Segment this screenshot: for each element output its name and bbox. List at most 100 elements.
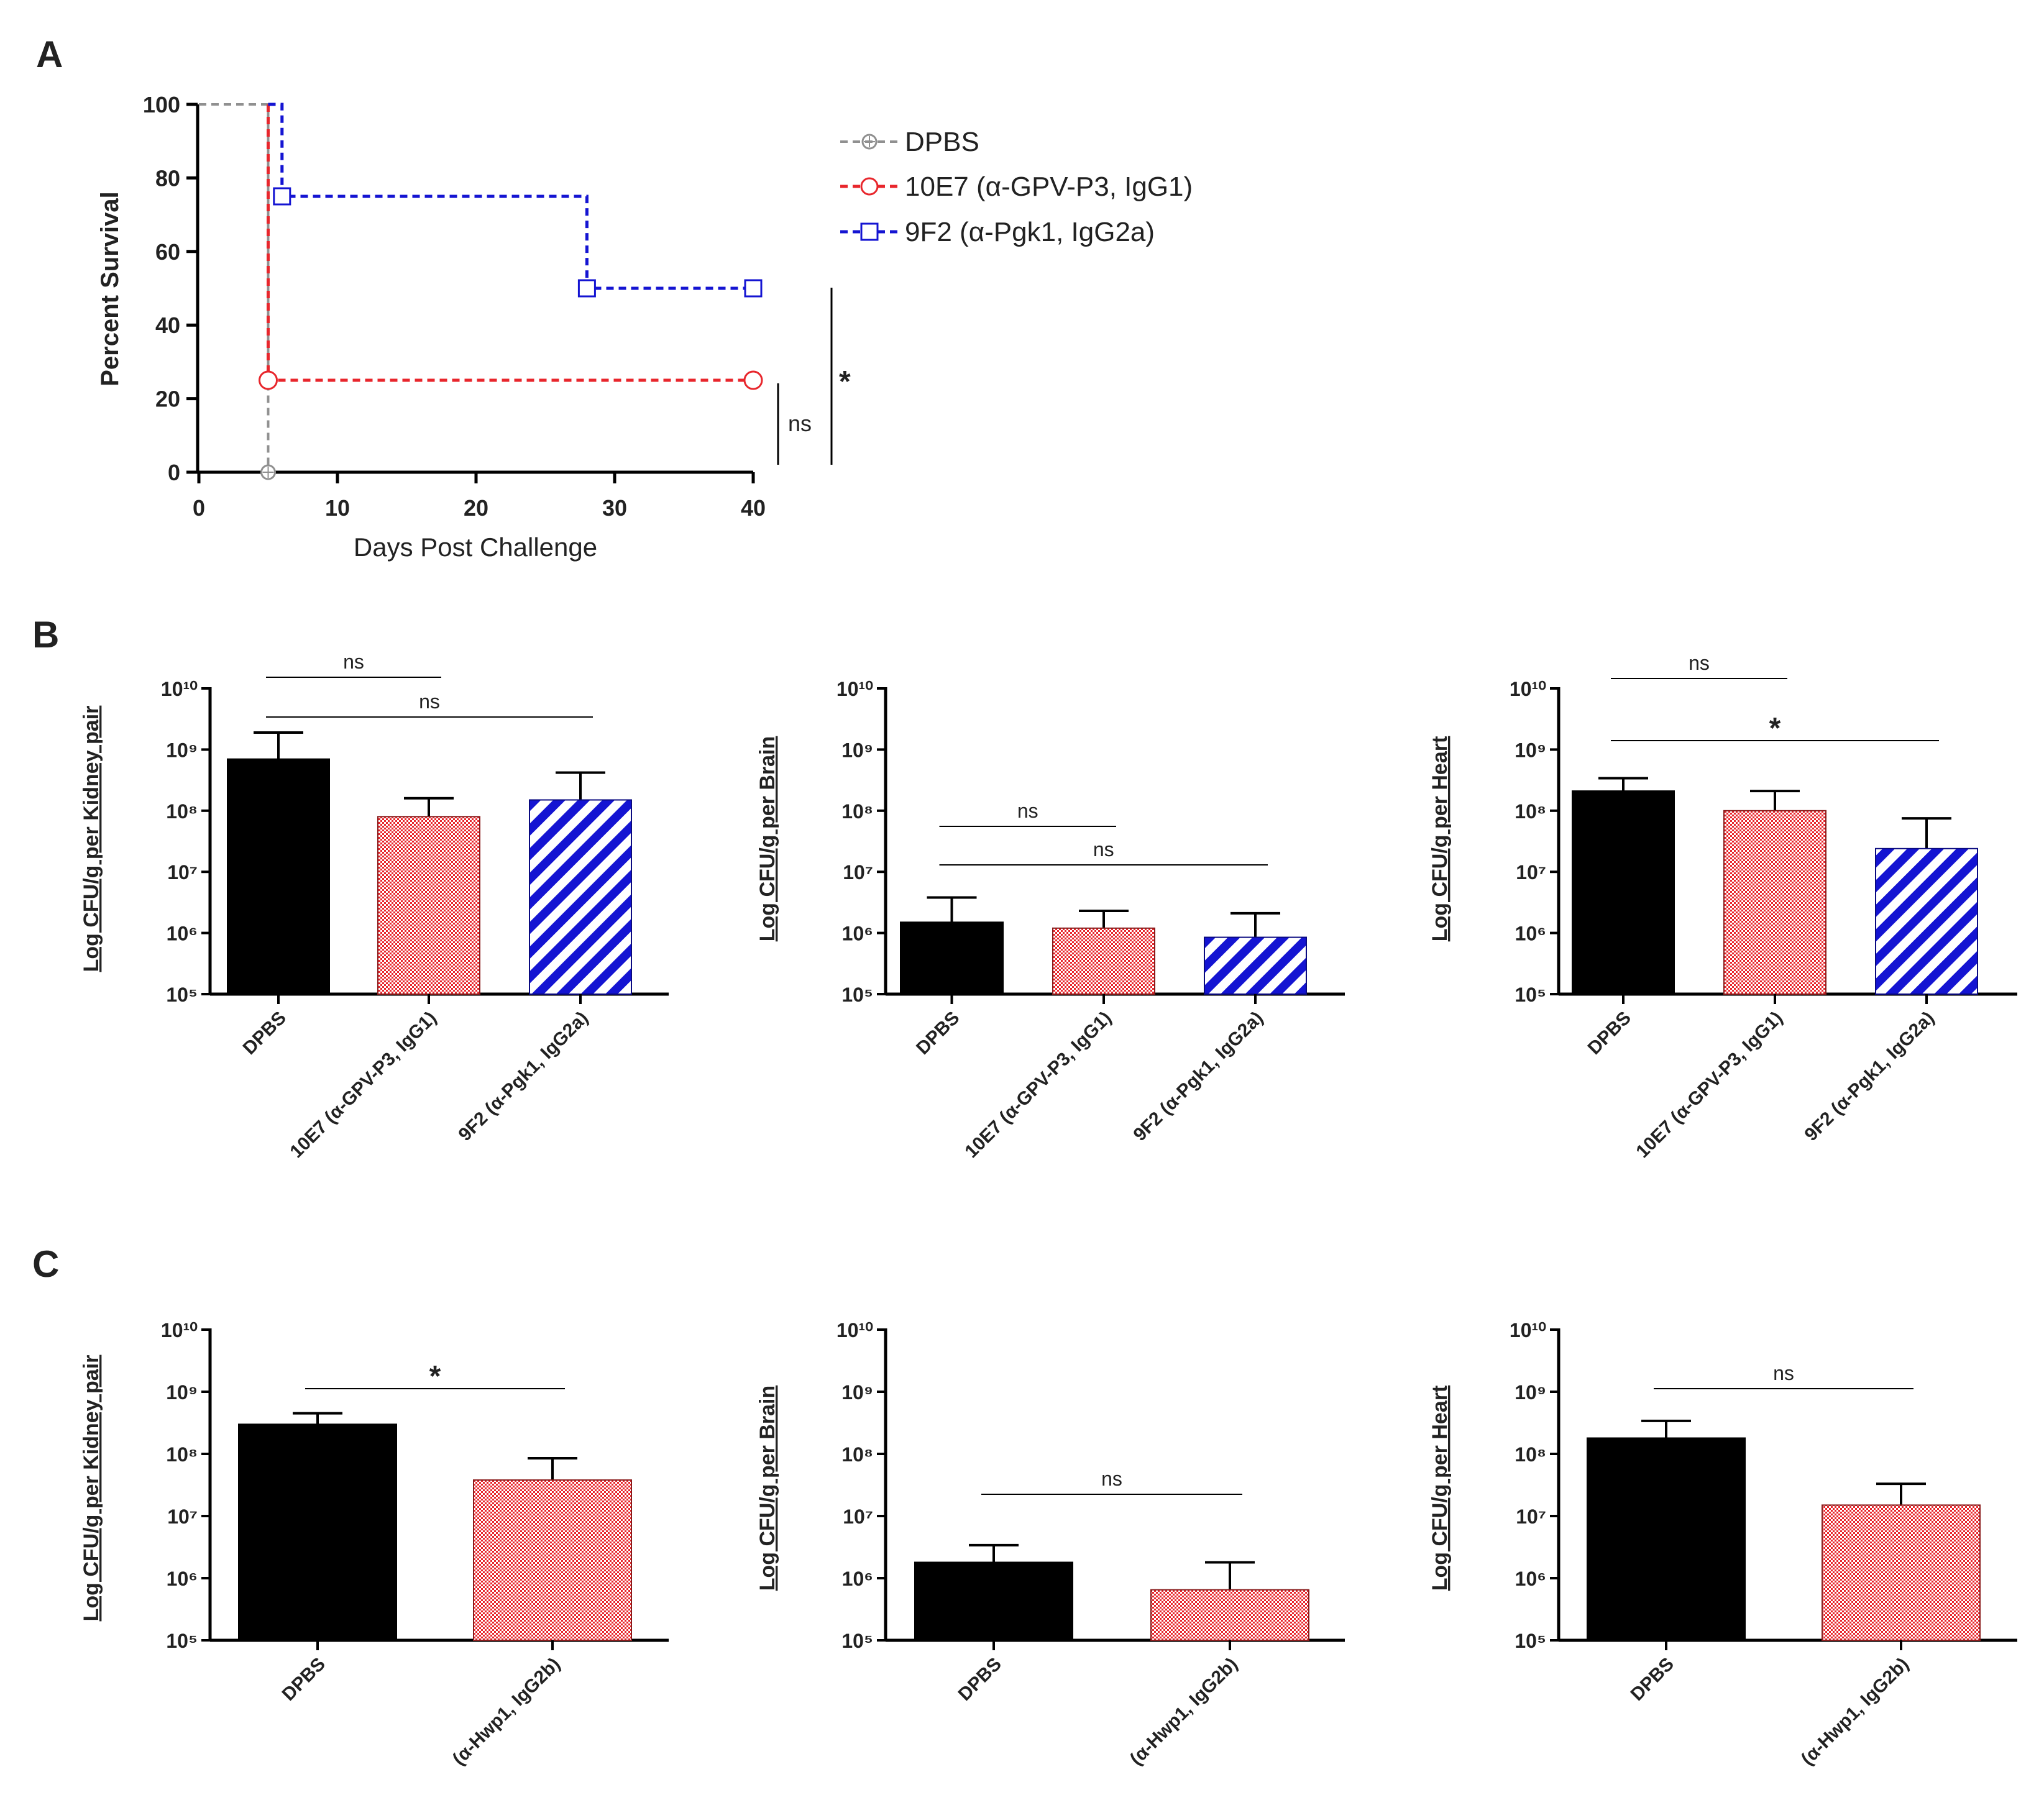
bar-0: [1587, 1437, 1746, 1641]
y-tick-label: 10⁵: [166, 1630, 198, 1652]
bar-1: [1150, 1589, 1309, 1642]
y-tick-label: 10¹⁰: [836, 1319, 873, 1341]
y-tick-label: 20: [155, 386, 180, 412]
legend: DPBS 10E7 (α-GPV-P3, IgG1) 9F2 (α-Pgk1, …: [840, 127, 1193, 247]
y-tick-label: 10⁸: [841, 800, 873, 823]
category-label: DPBS: [1584, 1008, 1635, 1059]
bar-2: [1875, 847, 1978, 995]
y-tick-label: 10⁵: [841, 984, 873, 1006]
data-point: [259, 370, 278, 390]
y-tick-label: 10⁸: [1515, 800, 1546, 823]
y-tick-label: 10⁶: [167, 1568, 198, 1590]
y-tick-label: 10⁶: [1515, 1568, 1546, 1590]
y-tick-label: 10⁸: [166, 1443, 198, 1466]
y-tick-label: 0: [168, 460, 180, 485]
x-tick-label: 20: [464, 495, 488, 521]
y-tick-label: 10⁷: [843, 861, 873, 884]
c3-y-label: Log CFU/g per Heart: [1428, 1386, 1452, 1591]
series-line-0: [199, 103, 270, 472]
bar-chart-c1: 10⁵ 10⁶ 10⁷ 10⁸ 10⁹ 10¹⁰ DPBS (α-Hwp1, IgG2b) *: [161, 1319, 669, 1770]
c2-y-label: Log CFU/g per Brain: [756, 1386, 779, 1591]
x-tick-label: 0: [193, 495, 205, 521]
bar-0: [238, 1423, 397, 1641]
y-tick-label: 10⁹: [841, 1381, 873, 1404]
y-tick-label: 10⁹: [166, 739, 198, 761]
y-tick-label: 10⁹: [1515, 1381, 1546, 1404]
bar-2: [1204, 936, 1307, 995]
x-tick-label: 10: [325, 495, 350, 521]
y-tick-label: 80: [155, 165, 180, 191]
legend-label-10e7: 10E7 (α-GPV-P3, IgG1): [905, 171, 1193, 202]
comparison-label: ns: [1017, 800, 1038, 822]
category-label: DPBS: [912, 1008, 963, 1059]
series-line-1: [267, 104, 753, 382]
category-label: 9F2 (α-Pgk1, IgG2a): [1800, 1008, 1938, 1145]
y-tick-label: 10⁵: [1515, 1630, 1546, 1652]
y-tick-label: 10⁶: [167, 923, 198, 945]
y-tick-label: 10⁷: [1516, 1505, 1546, 1528]
bar-0: [914, 1561, 1073, 1641]
bar-1: [1822, 1504, 1981, 1641]
star-label: *: [839, 365, 851, 398]
bar-0: [1572, 790, 1675, 995]
y-tick-label: 100: [143, 92, 180, 117]
comparison-label: ns: [419, 690, 440, 713]
y-tick-label: 60: [155, 239, 180, 265]
y-axis-label: Percent Survival: [96, 191, 124, 386]
bar-1: [1052, 927, 1155, 995]
category-label: DPBS: [239, 1008, 290, 1059]
b3-y-label: Log CFU/g per Heart: [1428, 736, 1452, 942]
category-label: DPBS: [955, 1654, 1006, 1705]
category-label: DPBS: [1627, 1654, 1678, 1705]
y-tick-label: 10⁵: [166, 984, 198, 1006]
y-tick-label: 10⁷: [167, 1505, 198, 1528]
data-point: [744, 279, 763, 298]
y-tick-label: 10⁶: [842, 923, 873, 945]
y-tick-label: 10⁶: [842, 1568, 873, 1590]
legend-item-9f2: 9F2 (α-Pgk1, IgG2a): [840, 217, 1155, 247]
data-point: [577, 279, 596, 298]
y-tick-label: 10⁹: [166, 1381, 198, 1404]
panel-label-b: B: [32, 614, 59, 655]
y-tick-label: 10¹⁰: [1510, 678, 1546, 700]
y-tick-label: 10⁷: [167, 861, 198, 884]
bar-chart-c2: 10⁵ 10⁶ 10⁷ 10⁸ 10⁹ 10¹⁰ DPBS (α-Hwp1, IgG2b) ns: [836, 1319, 1345, 1770]
legend-label-9f2: 9F2 (α-Pgk1, IgG2a): [905, 217, 1155, 247]
category-label: (α-Hwp1, IgG2b): [1126, 1654, 1242, 1770]
comparison-label: ns: [1689, 652, 1710, 674]
ns-label: ns: [788, 411, 812, 436]
comparison-label: ns: [343, 651, 364, 673]
series-line-2: [268, 103, 753, 290]
bar-0: [227, 758, 330, 995]
category-label: (α-Hwp1, IgG2b): [1797, 1654, 1913, 1770]
y-tick-label: 10⁹: [1515, 739, 1546, 761]
y-tick-label: 10⁸: [1515, 1443, 1546, 1466]
y-tick-label: 10⁹: [841, 739, 873, 761]
y-tick-label: 40: [155, 313, 180, 338]
category-label: (α-Hwp1, IgG2b): [449, 1654, 564, 1770]
bar-0: [900, 921, 1004, 995]
bar-1: [473, 1479, 632, 1642]
bar-1: [377, 816, 480, 995]
category-label: 9F2 (α-Pgk1, IgG2a): [454, 1008, 592, 1145]
comparison-label: ns: [1773, 1362, 1794, 1384]
legend-item-10e7: 10E7 (α-GPV-P3, IgG1): [840, 171, 1193, 202]
bar-1: [1723, 810, 1826, 995]
c1-y-label: Log CFU/g per Kidney pair: [80, 1355, 103, 1622]
bar-2: [529, 799, 632, 995]
y-tick-label: 10¹⁰: [1510, 1319, 1546, 1341]
y-tick-label: 10⁷: [1516, 861, 1546, 884]
category-label: 10E7 (α-GPV-P3, IgG1): [286, 1008, 441, 1163]
category-label: 10E7 (α-GPV-P3, IgG1): [961, 1008, 1116, 1163]
y-tick-label: 10⁵: [1515, 984, 1546, 1006]
category-label: 9F2 (α-Pgk1, IgG2a): [1129, 1008, 1267, 1145]
y-tick-label: 10¹⁰: [836, 678, 873, 700]
bar-chart-c3: 10⁵ 10⁶ 10⁷ 10⁸ 10⁹ 10¹⁰ DPBS (α-Hwp1, IgG2b) ns: [1510, 1319, 2017, 1770]
b2-y-label: Log CFU/g per Brain: [756, 736, 779, 942]
panel-label-a: A: [36, 34, 63, 75]
